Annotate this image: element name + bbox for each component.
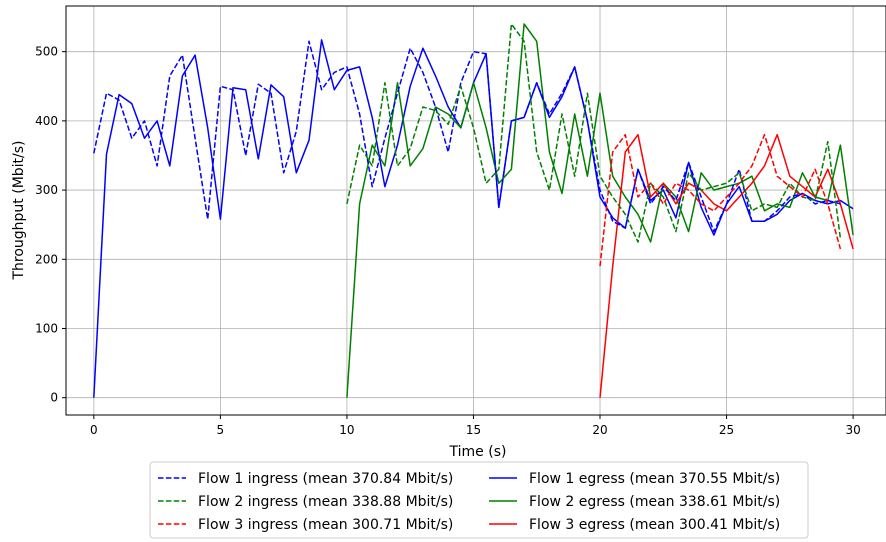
y-axis-label: Throughput (Mbit/s) <box>11 140 27 280</box>
legend-label-flow-3-ingress: Flow 3 ingress (mean 300.71 Mbit/s) <box>198 517 453 533</box>
legend-label-flow-1-ingress: Flow 1 ingress (mean 370.84 Mbit/s) <box>198 471 453 487</box>
y-axis-ticks: 0 100 200 300 400 500 <box>35 45 66 405</box>
x-tick-label: 15 <box>466 423 481 437</box>
x-tick-label: 0 <box>90 423 98 437</box>
y-tick-label: 300 <box>35 183 58 197</box>
legend-label-flow-3-egress: Flow 3 egress (mean 300.41 Mbit/s) <box>529 517 780 533</box>
flow-2-egress-line <box>346 23 854 398</box>
x-tick-label: 10 <box>339 423 354 437</box>
x-tick-label: 30 <box>845 423 860 437</box>
legend: Flow 1 ingress (mean 370.84 Mbit/s) Flow … <box>149 461 809 539</box>
flow-3-egress-line <box>599 133 854 398</box>
y-tick-label: 0 <box>50 391 58 405</box>
legend-label-flow-2-ingress: Flow 2 ingress (mean 338.88 Mbit/s) <box>198 494 453 510</box>
plot-area <box>66 6 886 415</box>
y-tick-label: 100 <box>35 321 58 335</box>
flow-1-ingress-line <box>93 40 841 233</box>
x-axis-label: Time (s) <box>449 444 507 460</box>
series-layer <box>93 23 854 398</box>
legend-box <box>149 461 809 539</box>
legend-label-flow-1-egress: Flow 1 egress (mean 370.55 Mbit/s) <box>529 471 780 487</box>
flow-2-ingress-line <box>346 23 842 243</box>
y-tick-label: 200 <box>35 252 58 266</box>
legend-label-flow-2-egress: Flow 2 egress (mean 338.61 Mbit/s) <box>529 494 780 510</box>
x-tick-label: 20 <box>592 423 607 437</box>
flow-3-ingress-line <box>599 133 842 267</box>
y-tick-label: 400 <box>35 114 58 128</box>
plot-frame <box>65 5 886 416</box>
x-tick-label: 5 <box>217 423 225 437</box>
x-tick-label: 25 <box>719 423 734 437</box>
y-tick-label: 500 <box>35 45 58 59</box>
x-axis-ticks: 0 5 10 15 20 25 30 <box>90 415 861 437</box>
